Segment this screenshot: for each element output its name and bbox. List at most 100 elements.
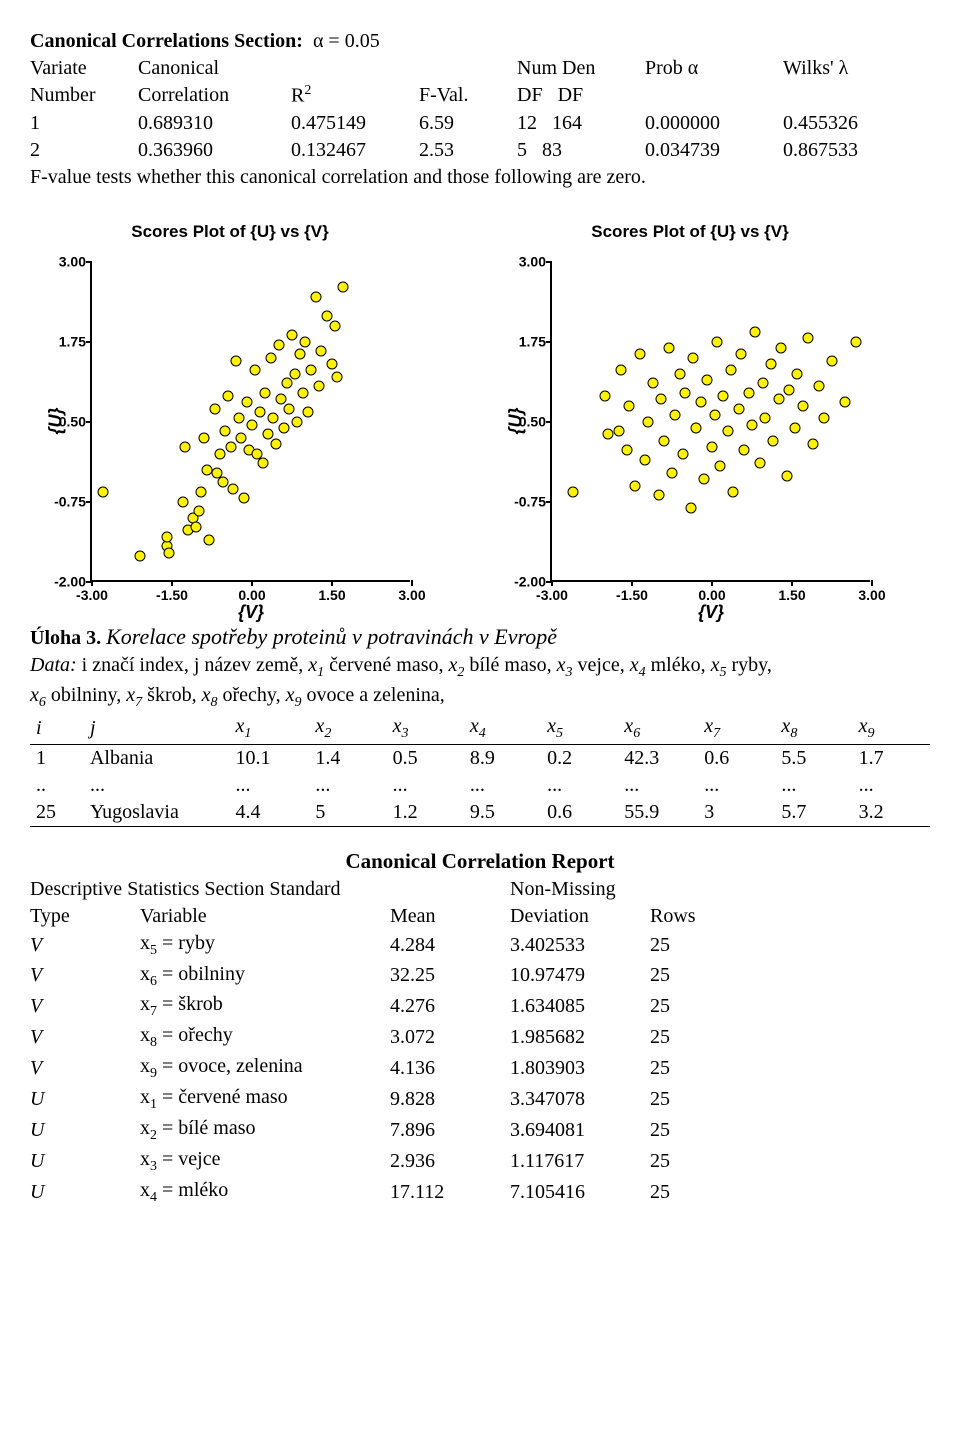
data-point <box>688 352 699 363</box>
hdr-proba: Prob α <box>645 55 783 82</box>
col-header: i <box>30 713 84 744</box>
data-point <box>827 355 838 366</box>
data-point <box>292 416 303 427</box>
task3-section: Úloha 3. Korelace spotřeby proteinů v po… <box>30 622 930 828</box>
data-point <box>568 486 579 497</box>
data-point <box>789 422 800 433</box>
data-point <box>276 394 287 405</box>
data-point <box>776 342 787 353</box>
data-point <box>239 493 250 504</box>
data-point <box>271 438 282 449</box>
col-header: x5 <box>541 713 618 744</box>
data-point <box>295 349 306 360</box>
data-point <box>733 403 744 414</box>
data-point <box>204 534 215 545</box>
data-point <box>747 419 758 430</box>
data-point <box>784 384 795 395</box>
data-point <box>265 352 276 363</box>
data-point <box>659 435 670 446</box>
data-point <box>249 365 260 376</box>
data-point <box>677 448 688 459</box>
data-point <box>851 336 862 347</box>
data-point <box>316 346 327 357</box>
table-row: Ux1 = červené maso9.8283.34707825 <box>30 1084 706 1115</box>
data-point <box>675 368 686 379</box>
task-number: Úloha 3. <box>30 627 101 649</box>
data-point <box>691 422 702 433</box>
plot-area: {U} {V} 3.001.750.50-0.75-2.00-3.00-1.50… <box>550 262 870 582</box>
data-point <box>667 467 678 478</box>
col-header: x9 <box>853 713 930 744</box>
data-point <box>680 387 691 398</box>
data-point <box>311 291 322 302</box>
hdr-type: Type <box>30 903 140 930</box>
data-point <box>193 506 204 517</box>
col-header: x6 <box>618 713 698 744</box>
table-row: Ux2 = bílé maso7.8963.69408125 <box>30 1115 706 1146</box>
data-point <box>712 336 723 347</box>
hdr-number: Number <box>30 82 138 110</box>
data-point <box>603 429 614 440</box>
data-point <box>797 400 808 411</box>
section-title: Canonical Correlations Section: <box>30 30 303 52</box>
data-point <box>337 282 348 293</box>
data-point <box>749 326 760 337</box>
data-point <box>268 413 279 424</box>
data-point <box>723 426 734 437</box>
chart-title: Scores Plot of {U} vs {V} <box>490 221 890 244</box>
table-row: Vx8 = ořechy3.0721.98568225 <box>30 1022 706 1053</box>
data-point <box>621 445 632 456</box>
data-point <box>648 378 659 389</box>
col-header: x2 <box>309 713 386 744</box>
task3-table: ijx1x2x3x4x5x6x7x8x9 1Albania10.11.40.58… <box>30 713 930 827</box>
data-point <box>755 458 766 469</box>
data-point <box>332 371 343 382</box>
col-header: x7 <box>698 713 775 744</box>
data-point <box>321 310 332 321</box>
report-title: Canonical Correlation Report <box>30 847 930 875</box>
data-point <box>643 416 654 427</box>
hdr-canonical: Canonical <box>138 55 291 82</box>
canonical-table: Variate Canonical Num Den Prob α Wilks' … <box>30 55 866 164</box>
data-point <box>284 403 295 414</box>
data-point <box>696 397 707 408</box>
data-point <box>281 378 292 389</box>
data-point <box>768 435 779 446</box>
hdr-dev: Deviation <box>510 903 650 930</box>
section-title-line: Canonical Correlations Section: α = 0.05 <box>30 28 930 55</box>
data-point <box>819 413 830 424</box>
data-point <box>699 474 710 485</box>
data-point <box>792 368 803 379</box>
hdr-variate: Variate <box>30 55 138 82</box>
data-point <box>715 461 726 472</box>
scatter-chart-2: Scores Plot of {U} vs {V} {U} {V} 3.001.… <box>490 221 890 582</box>
hdr-rows: Rows <box>650 903 706 930</box>
col-header: x4 <box>464 713 541 744</box>
data-point <box>313 381 324 392</box>
data-point <box>739 445 750 456</box>
table-row: 1Albania10.11.40.58.90.242.30.65.51.7 <box>30 745 930 773</box>
col-header: x3 <box>387 713 464 744</box>
task-title: Korelace spotřeby proteinů v potravinách… <box>106 624 557 649</box>
col-header: x1 <box>230 713 310 744</box>
charts-row: Scores Plot of {U} vs {V} {U} {V} 3.001.… <box>30 221 930 582</box>
task3-heading: Úloha 3. Korelace spotřeby proteinů v po… <box>30 622 930 652</box>
stats-table: Descriptive Statistics Section Standard … <box>30 876 706 1208</box>
footnote: F-value tests whether this canonical cor… <box>30 164 930 191</box>
table-row: Ux4 = mléko17.1127.10541625 <box>30 1177 706 1208</box>
data-point <box>201 464 212 475</box>
data-point <box>164 547 175 558</box>
data-point <box>180 442 191 453</box>
hdr-wilks: Wilks' λ <box>783 55 866 82</box>
data-point <box>97 486 108 497</box>
hdr-df: DF DF <box>517 82 645 110</box>
table-row: Vx5 = ryby4.2843.40253325 <box>30 930 706 961</box>
data-point <box>725 365 736 376</box>
data-point <box>653 490 664 501</box>
plot-area: {U} {V} 3.001.750.50-0.75-2.00-3.00-1.50… <box>90 262 410 582</box>
data-point <box>600 390 611 401</box>
data-point <box>263 429 274 440</box>
data-point <box>640 454 651 465</box>
data-point <box>303 406 314 417</box>
data-point <box>305 365 316 376</box>
